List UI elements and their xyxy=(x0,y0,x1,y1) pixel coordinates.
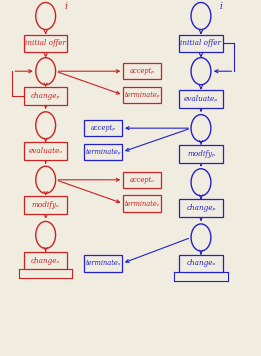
Text: acceptₒ: acceptₒ xyxy=(130,176,155,184)
Text: terminateₚ: terminateₚ xyxy=(85,148,121,156)
FancyBboxPatch shape xyxy=(24,35,67,52)
Text: changeₒ: changeₒ xyxy=(31,257,60,265)
FancyBboxPatch shape xyxy=(123,172,161,188)
Text: i: i xyxy=(65,2,68,11)
Text: terminateₒ: terminateₒ xyxy=(124,200,160,208)
FancyBboxPatch shape xyxy=(180,255,222,272)
Text: acceptₚ: acceptₚ xyxy=(91,124,116,132)
Text: modifyₒ: modifyₒ xyxy=(32,201,60,209)
FancyBboxPatch shape xyxy=(24,252,67,269)
FancyBboxPatch shape xyxy=(180,90,222,108)
FancyBboxPatch shape xyxy=(180,145,222,163)
Text: evaluateₒ: evaluateₒ xyxy=(29,147,63,155)
Text: changeₒ: changeₒ xyxy=(186,260,216,267)
Text: initial offer: initial offer xyxy=(180,40,222,47)
Text: i: i xyxy=(220,2,223,11)
FancyBboxPatch shape xyxy=(24,142,67,160)
Text: initial offer: initial offer xyxy=(25,40,66,47)
FancyBboxPatch shape xyxy=(24,196,67,214)
Text: changeₚ: changeₚ xyxy=(31,92,60,100)
FancyBboxPatch shape xyxy=(180,35,222,52)
FancyBboxPatch shape xyxy=(84,255,122,272)
FancyBboxPatch shape xyxy=(84,144,122,160)
Text: evaluateₚ: evaluateₚ xyxy=(184,95,218,103)
Text: terminateₚ: terminateₚ xyxy=(124,91,160,99)
Text: changeₚ: changeₚ xyxy=(186,204,216,212)
FancyBboxPatch shape xyxy=(24,87,67,105)
FancyBboxPatch shape xyxy=(123,195,161,212)
Text: terminateₒ: terminateₒ xyxy=(85,260,121,267)
FancyBboxPatch shape xyxy=(84,120,122,136)
FancyBboxPatch shape xyxy=(123,63,161,79)
Text: modifyₚ: modifyₚ xyxy=(187,150,215,158)
Text: acceptₚ: acceptₚ xyxy=(130,67,155,75)
FancyBboxPatch shape xyxy=(123,87,161,103)
FancyBboxPatch shape xyxy=(180,199,222,217)
